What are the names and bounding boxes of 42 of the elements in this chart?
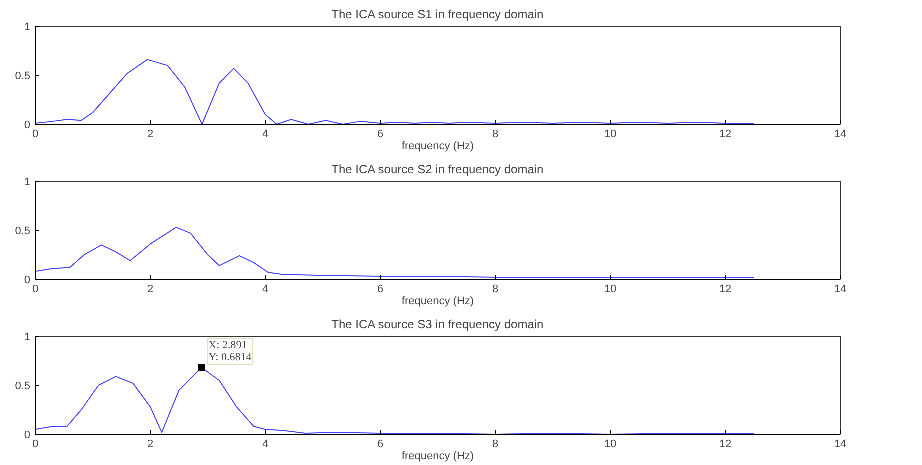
chart-title: The ICA source S1 in frequency domain [332,8,544,22]
y-tick-label: 0 [24,274,31,286]
x-tick-label: 12 [719,284,732,296]
y-tick-label: 1 [24,22,31,34]
line-series [36,59,755,124]
y-tick-label: 0.5 [15,380,31,392]
x-tick-label: 8 [492,284,499,296]
x-tick-label: 6 [377,284,384,296]
x-tick-label: 4 [262,438,269,450]
x-tick-label: 8 [492,438,499,450]
y-tick-label: 0 [24,430,31,442]
x-tick-label: 14 [834,438,847,450]
y-tick-label: 0 [24,120,31,132]
x-tick-label: 4 [262,284,269,296]
annotation: X: 2.891 Y: 0.6814 [208,340,252,364]
x-tick-label: 4 [262,128,269,140]
x-axis-title: frequency (Hz) [402,140,474,152]
x-axis-title: frequency (Hz) [402,450,474,462]
x-tick-label: 10 [604,284,617,296]
x-axis-title: frequency (Hz) [402,296,474,308]
y-tick-label: 1 [24,332,31,344]
y-tick-label: 0.5 [15,70,31,82]
chart-title: The ICA source S3 in frequency domain [332,318,544,332]
x-tick-label: 12 [719,128,732,140]
x-tick-label: 2 [147,284,154,296]
x-tick-label: 6 [377,438,384,450]
y-tick-label: 1 [24,176,31,188]
x-tick-label: 12 [719,438,732,450]
x-tick-label: 2 [147,438,154,450]
x-tick-label: 0 [32,128,39,140]
x-tick-label: 2 [147,128,154,140]
x-tick-label: 0 [32,284,39,296]
x-tick-label: 6 [377,128,384,140]
x-tick-label: 14 [834,128,847,140]
chart-title: The ICA source S2 in frequency domain [332,162,544,176]
y-tick-label: 0.5 [15,226,31,238]
x-tick-label: 10 [604,438,617,450]
x-tick-label: 14 [834,284,847,296]
line-series [36,227,755,278]
x-tick-label: 10 [604,128,617,140]
x-tick-label: 8 [492,128,499,140]
x-tick-label: 0 [32,438,39,450]
